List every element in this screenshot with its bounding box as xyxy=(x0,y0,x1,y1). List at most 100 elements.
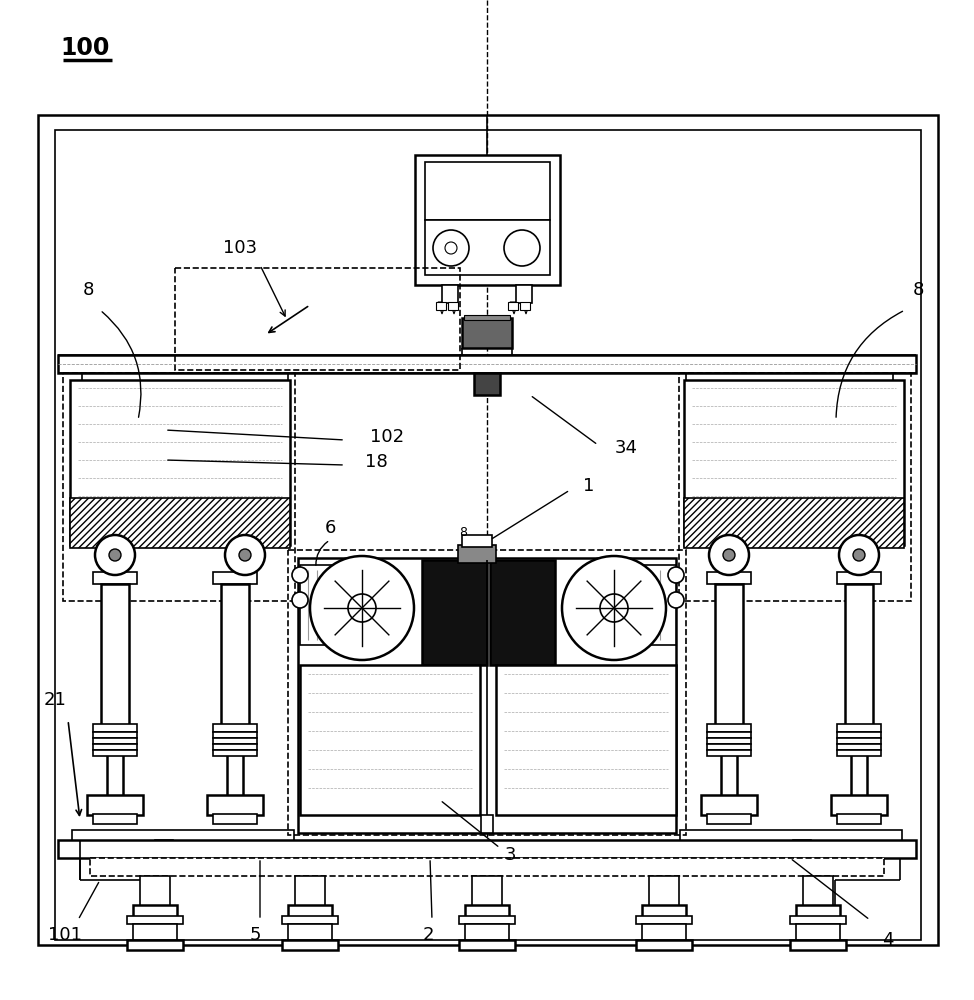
Bar xyxy=(803,876,833,908)
Circle shape xyxy=(239,549,251,561)
Bar xyxy=(845,584,873,729)
Circle shape xyxy=(562,556,666,660)
Bar xyxy=(213,738,257,744)
Bar xyxy=(93,724,137,732)
Bar xyxy=(90,858,884,876)
Bar xyxy=(636,940,692,950)
Bar xyxy=(462,535,492,547)
Bar xyxy=(790,940,846,950)
Bar xyxy=(707,732,751,738)
Bar xyxy=(796,905,840,917)
Text: 21: 21 xyxy=(44,691,66,709)
Bar xyxy=(490,560,555,665)
Text: 18: 18 xyxy=(365,453,388,471)
Bar xyxy=(295,876,325,908)
Polygon shape xyxy=(510,302,518,314)
Bar xyxy=(679,373,911,601)
Bar xyxy=(298,558,676,833)
Bar xyxy=(282,940,338,950)
Bar xyxy=(127,940,183,950)
Circle shape xyxy=(310,556,414,660)
Polygon shape xyxy=(522,302,530,314)
Circle shape xyxy=(109,549,121,561)
Bar xyxy=(422,560,487,665)
Circle shape xyxy=(292,592,308,608)
Bar xyxy=(58,840,916,858)
Bar xyxy=(636,916,692,924)
Text: 100: 100 xyxy=(60,36,110,60)
Bar xyxy=(837,572,881,584)
Bar xyxy=(459,940,515,950)
Bar xyxy=(496,665,676,815)
Bar xyxy=(58,355,916,373)
Bar xyxy=(481,815,493,833)
Bar xyxy=(508,302,518,310)
Bar xyxy=(684,498,904,548)
Bar xyxy=(616,565,676,645)
Bar xyxy=(520,302,530,310)
Bar xyxy=(707,572,751,584)
Bar xyxy=(448,302,458,310)
Text: 103: 103 xyxy=(223,239,257,257)
Bar xyxy=(837,724,881,732)
Circle shape xyxy=(433,230,469,266)
Bar xyxy=(642,924,686,940)
Bar xyxy=(425,220,550,275)
Bar xyxy=(55,130,921,940)
Bar xyxy=(464,315,510,320)
Bar xyxy=(458,545,496,563)
Bar xyxy=(227,728,243,798)
Bar xyxy=(107,728,123,798)
Bar xyxy=(155,840,173,852)
Bar xyxy=(288,550,686,835)
Bar xyxy=(300,665,480,815)
Text: 5: 5 xyxy=(249,926,261,944)
Bar xyxy=(300,565,360,645)
Text: 8: 8 xyxy=(459,526,467,538)
Bar xyxy=(288,905,332,917)
Bar xyxy=(213,572,257,584)
Polygon shape xyxy=(438,302,446,314)
Bar xyxy=(415,155,560,285)
Bar xyxy=(282,916,338,924)
Circle shape xyxy=(668,592,684,608)
Bar xyxy=(831,795,887,815)
Bar xyxy=(474,373,500,395)
Circle shape xyxy=(225,535,265,575)
Bar xyxy=(93,750,137,756)
Bar xyxy=(465,924,509,940)
Bar xyxy=(649,876,679,908)
Bar xyxy=(790,916,846,924)
Bar xyxy=(642,905,686,917)
Bar xyxy=(93,572,137,584)
Bar xyxy=(63,373,295,601)
Bar xyxy=(707,724,751,732)
Circle shape xyxy=(839,535,879,575)
Circle shape xyxy=(95,535,135,575)
Bar xyxy=(175,268,460,370)
Text: 1: 1 xyxy=(583,477,594,495)
Bar xyxy=(288,924,332,940)
Bar xyxy=(462,318,512,348)
Bar xyxy=(793,840,811,852)
Bar xyxy=(796,924,840,940)
Polygon shape xyxy=(450,302,458,314)
Bar xyxy=(213,750,257,756)
Circle shape xyxy=(600,594,628,622)
Text: 8: 8 xyxy=(913,281,923,299)
Bar xyxy=(93,744,137,750)
Bar xyxy=(465,905,509,917)
Text: 2: 2 xyxy=(423,926,433,944)
Circle shape xyxy=(292,567,308,583)
Bar xyxy=(127,916,183,924)
Bar xyxy=(93,732,137,738)
Text: 4: 4 xyxy=(882,931,894,949)
Bar xyxy=(707,744,751,750)
Text: 3: 3 xyxy=(505,846,516,864)
Bar xyxy=(837,814,881,824)
Bar xyxy=(680,830,902,844)
Bar xyxy=(436,302,446,310)
Bar xyxy=(851,728,867,798)
Bar xyxy=(213,744,257,750)
Bar xyxy=(38,115,938,945)
